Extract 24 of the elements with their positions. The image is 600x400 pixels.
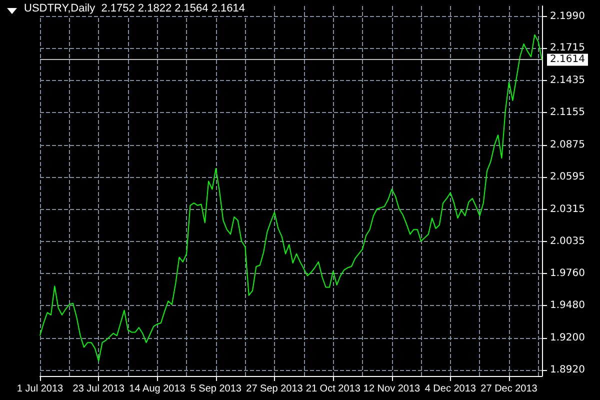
x-tick-label: 21 Oct 2013 — [306, 384, 361, 394]
line-series — [40, 34, 542, 362]
y-tick-label: 2.0595 — [550, 172, 585, 183]
y-tick-label: 2.0315 — [550, 204, 585, 215]
y-tick-label: 2.0035 — [550, 236, 585, 248]
y-tick-label: 1.9200 — [550, 332, 585, 344]
x-tick-label: 12 Nov 2013 — [363, 384, 421, 394]
x-tick-label: 27 Sep 2013 — [246, 384, 304, 394]
y-tick-label: 2.0875 — [550, 139, 585, 150]
y-tick-label: 2.1155 — [550, 107, 585, 118]
chart-title: USDTRY,Daily 2.1752 2.1822 2.1564 2.1614 — [24, 2, 245, 14]
x-tick-label: 14 Aug 2013 — [129, 384, 186, 394]
x-tick-label: 27 Dec 2013 — [480, 384, 538, 394]
x-tick-label: 23 Jul 2013 — [72, 384, 125, 394]
y-tick-label: 2.1715 — [550, 42, 585, 54]
y-tick-label: 1.8920 — [550, 364, 585, 376]
y-tick-label: 2.1990 — [550, 10, 585, 22]
y-tick-label: 1.9760 — [550, 268, 585, 279]
y-tick-label: 1.9480 — [550, 300, 585, 312]
x-tick-label: 1 Jul 2013 — [16, 384, 64, 394]
x-tick-label: 5 Sep 2013 — [190, 384, 242, 394]
x-tick-label: 4 Dec 2013 — [424, 384, 476, 394]
ref-line-label: 2.1614 — [550, 54, 585, 66]
y-tick-label: 2.1435 — [550, 74, 585, 86]
